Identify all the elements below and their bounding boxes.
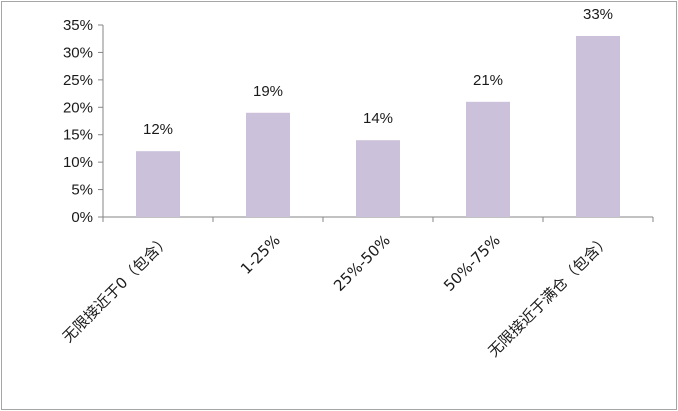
- bar: [356, 140, 400, 217]
- data-label: 12%: [143, 121, 173, 138]
- data-label: 19%: [253, 83, 283, 100]
- x-category-label: 50%-75%: [440, 231, 504, 295]
- x-category-label: 无限接近于0（包含）: [59, 231, 174, 346]
- y-tick-label: 30%: [63, 44, 93, 61]
- bar: [246, 112, 290, 217]
- data-label: 21%: [473, 72, 503, 89]
- bar: [136, 151, 180, 217]
- y-tick-label: 10%: [63, 154, 93, 171]
- x-category-label: 1-25%: [237, 231, 284, 278]
- y-tick-label: 20%: [63, 99, 93, 116]
- y-tick-label: 15%: [63, 127, 93, 144]
- x-category-label: 无限接近于满仓（包含）: [484, 231, 613, 360]
- data-label: 14%: [363, 110, 393, 127]
- bar: [576, 35, 620, 217]
- x-category-label: 25%-50%: [330, 231, 394, 295]
- y-tick-label: 0%: [71, 209, 93, 226]
- y-tick-label: 5%: [71, 182, 93, 199]
- y-tick-label: 35%: [63, 17, 93, 34]
- y-tick-label: 25%: [63, 72, 93, 89]
- bar: [466, 101, 510, 217]
- data-label: 33%: [583, 6, 613, 23]
